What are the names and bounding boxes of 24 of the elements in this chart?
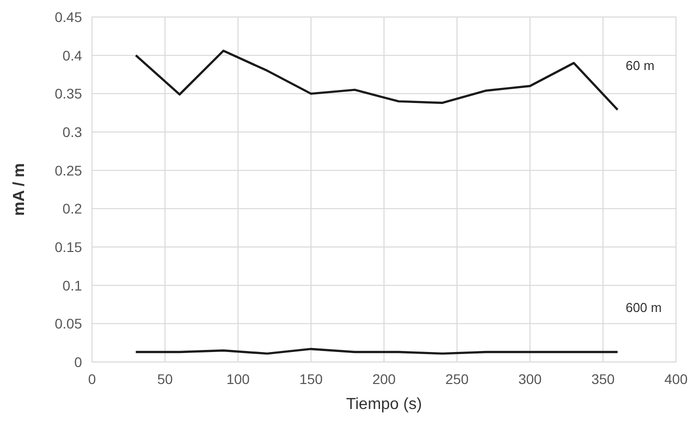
y-tick-label: 0.05 bbox=[54, 316, 82, 332]
x-tick-label: 100 bbox=[226, 371, 250, 387]
x-tick-label: 50 bbox=[157, 371, 173, 387]
y-tick-label: 0.45 bbox=[54, 9, 82, 25]
y-tick-label: 0.3 bbox=[62, 124, 82, 140]
x-tick-label: 200 bbox=[372, 371, 396, 387]
y-tick-label: 0.15 bbox=[54, 239, 82, 255]
x-tick-label: 350 bbox=[591, 371, 615, 387]
x-tick-label: 300 bbox=[518, 371, 542, 387]
text: 60 m bbox=[626, 58, 655, 73]
x-tick-label: 150 bbox=[299, 371, 323, 387]
y-tick-label: 0.1 bbox=[62, 277, 82, 294]
x-tick-label: 250 bbox=[445, 371, 469, 387]
x-axis-title: Tiempo (s) bbox=[346, 396, 422, 413]
text: 600 m bbox=[626, 300, 662, 316]
x-tick-label: 0 bbox=[88, 371, 96, 387]
y-axis-title: mA / m bbox=[11, 163, 28, 216]
y-tick-label: 0.35 bbox=[54, 86, 82, 102]
line-series bbox=[134, 50, 619, 111]
y-tick-label: 0 bbox=[74, 354, 82, 370]
y-tick-label: 0.25 bbox=[54, 162, 82, 178]
y-tick-label: 0.2 bbox=[62, 200, 82, 217]
y-tick-label: 0.4 bbox=[62, 47, 82, 64]
x-tick-label: 400 bbox=[664, 371, 688, 387]
